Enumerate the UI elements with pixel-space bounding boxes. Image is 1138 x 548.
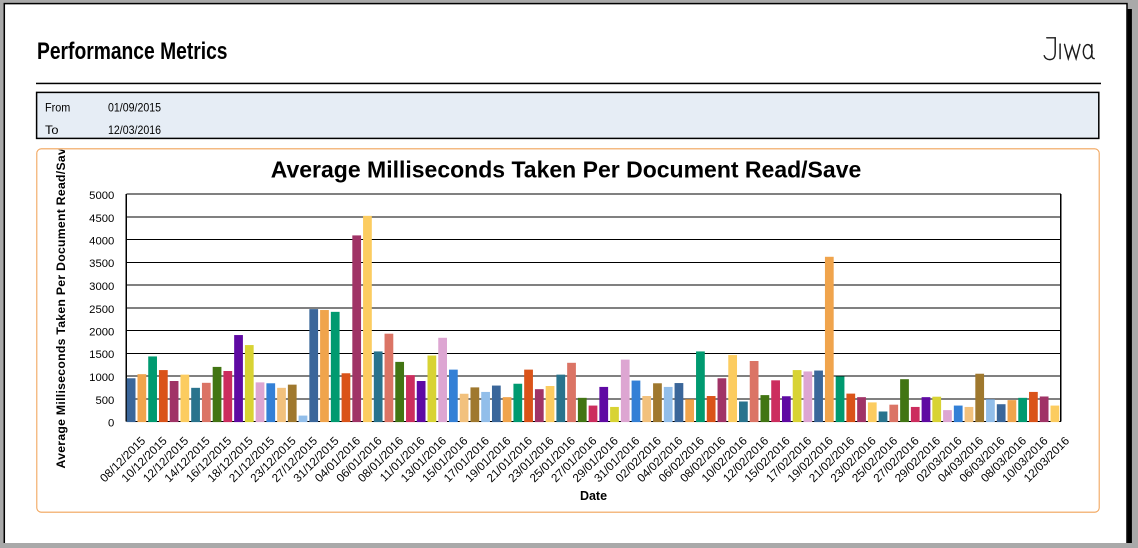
svg-text:Average Milliseconds Taken Per: Average Milliseconds Taken Per Document … [271, 157, 862, 183]
svg-text:Average Milliseconds Taken Per: Average Milliseconds Taken Per Document … [54, 141, 68, 469]
svg-text:5000: 5000 [89, 190, 114, 202]
svg-text:4500: 4500 [89, 213, 114, 225]
svg-text:Performance Metrics: Performance Metrics [37, 38, 228, 65]
svg-text:3500: 3500 [89, 258, 114, 270]
svg-text:2500: 2500 [89, 304, 114, 316]
svg-text:Date: Date [580, 489, 607, 503]
svg-text:0: 0 [108, 418, 114, 430]
svg-text:500: 500 [95, 395, 114, 407]
svg-text:To: To [45, 123, 59, 137]
svg-text:1000: 1000 [89, 372, 114, 384]
svg-text:2000: 2000 [89, 327, 114, 339]
svg-text:From: From [45, 101, 70, 115]
svg-text:1500: 1500 [89, 349, 114, 361]
svg-text:4000: 4000 [89, 236, 114, 248]
svg-text:01/09/2015: 01/09/2015 [108, 101, 161, 115]
svg-text:12/03/2016: 12/03/2016 [108, 123, 161, 137]
svg-text:3000: 3000 [89, 281, 114, 293]
